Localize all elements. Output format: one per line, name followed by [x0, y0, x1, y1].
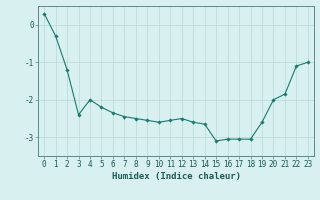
X-axis label: Humidex (Indice chaleur): Humidex (Indice chaleur) — [111, 172, 241, 181]
